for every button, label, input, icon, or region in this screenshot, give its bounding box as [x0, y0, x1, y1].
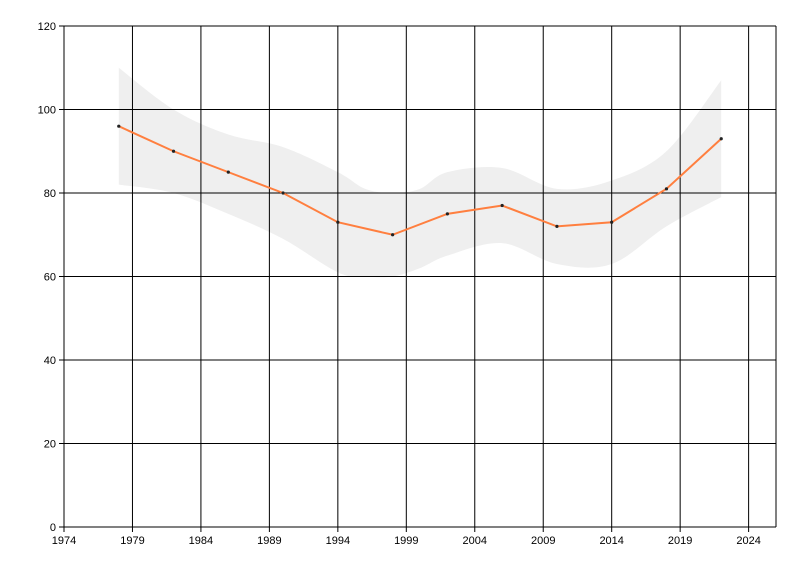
x-tick-label: 1984: [189, 535, 213, 547]
data-point: [445, 212, 449, 216]
x-tick-label: 2004: [463, 535, 487, 547]
data-point: [610, 220, 614, 224]
data-point: [555, 224, 559, 228]
data-point: [664, 187, 669, 191]
data-point: [171, 149, 176, 153]
x-tick-label: 2009: [531, 535, 555, 547]
x-tick-label: 1974: [52, 535, 76, 547]
y-axis-ticks: 0 20 40 60 80 100 120: [38, 21, 64, 534]
series-line: [118, 125, 722, 236]
y-tick-label: 100: [38, 105, 56, 117]
x-tick-label: 2014: [599, 535, 623, 547]
data-point: [391, 233, 395, 237]
x-tick-label: 1979: [120, 535, 144, 547]
y-tick-label: 80: [44, 188, 56, 200]
y-tick-label: 60: [44, 272, 56, 284]
x-tick-label: 2024: [736, 535, 760, 547]
data-point: [500, 203, 504, 208]
data-point: [226, 170, 230, 174]
x-tick-label: 1994: [326, 535, 350, 547]
data-point: [719, 137, 723, 141]
y-tick-label: 20: [44, 439, 56, 451]
confidence-band: [118, 67, 722, 278]
x-tick-label: 1989: [257, 535, 281, 547]
y-tick-label: 0: [50, 522, 56, 534]
x-tick-label: 1999: [394, 535, 418, 547]
gridlines: [64, 25, 777, 527]
data-point: [117, 124, 121, 128]
data-point: [336, 220, 340, 224]
data-point: [281, 191, 285, 195]
x-axis-ticks: 1974 1979 1984 1989 1994 1999 2004 2009 2014 2019…: [52, 527, 761, 547]
y-tick-label: 120: [38, 21, 56, 33]
x-tick-label: 2019: [668, 535, 692, 547]
y-tick-label: 40: [44, 355, 56, 367]
data-points: [117, 124, 723, 237]
